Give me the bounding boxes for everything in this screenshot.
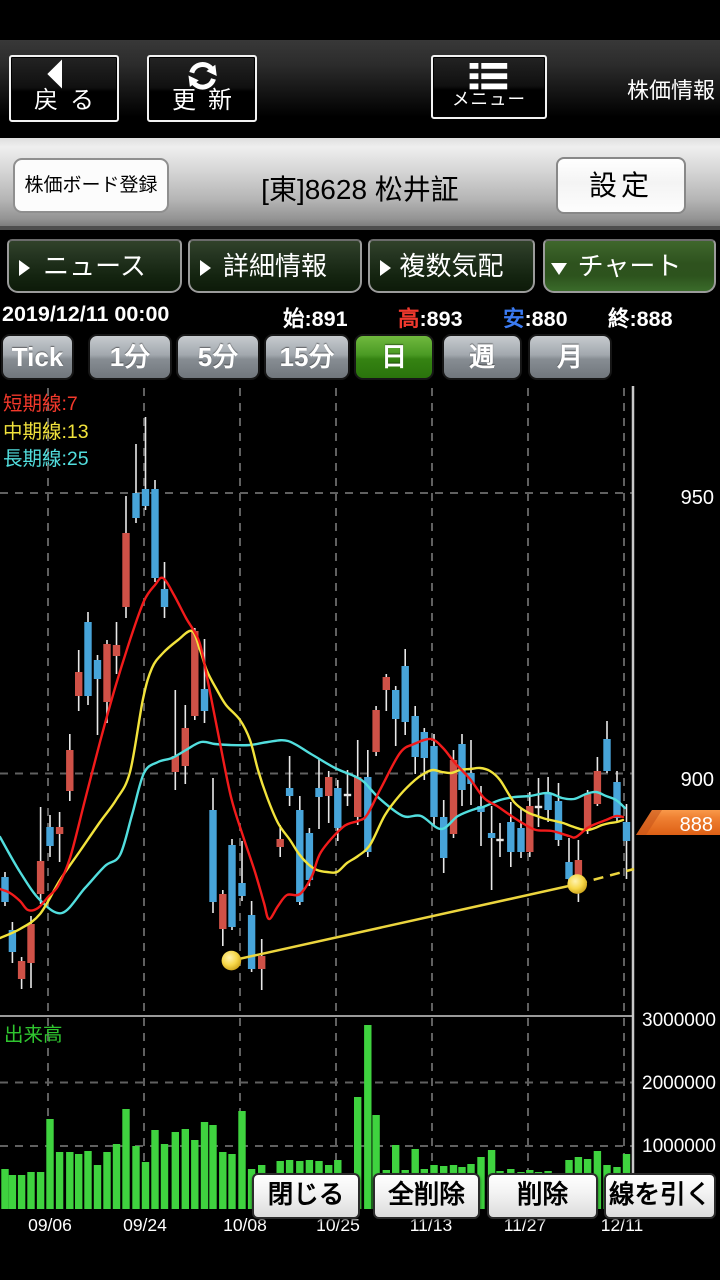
svg-text:3000000: 3000000 bbox=[642, 1010, 716, 1031]
svg-text:10/25: 10/25 bbox=[316, 1215, 360, 1235]
svg-text:10/08: 10/08 bbox=[223, 1215, 267, 1235]
svg-text:12/11: 12/11 bbox=[601, 1215, 644, 1235]
svg-text:11/13: 11/13 bbox=[410, 1215, 453, 1235]
svg-text:900: 900 bbox=[681, 769, 714, 791]
svg-text:長期線:25: 長期線:25 bbox=[3, 448, 89, 470]
svg-text:950: 950 bbox=[681, 487, 714, 509]
svg-text:1000000: 1000000 bbox=[642, 1136, 716, 1157]
svg-text:短期線:7: 短期線:7 bbox=[3, 393, 78, 415]
svg-text:09/06: 09/06 bbox=[28, 1215, 72, 1235]
svg-text:09/24: 09/24 bbox=[123, 1215, 167, 1235]
svg-text:11/27: 11/27 bbox=[504, 1215, 547, 1235]
svg-text:出来高: 出来高 bbox=[4, 1024, 63, 1046]
svg-text:888: 888 bbox=[680, 814, 713, 836]
svg-text:2000000: 2000000 bbox=[642, 1073, 716, 1094]
svg-text:中期線:13: 中期線:13 bbox=[3, 421, 89, 443]
